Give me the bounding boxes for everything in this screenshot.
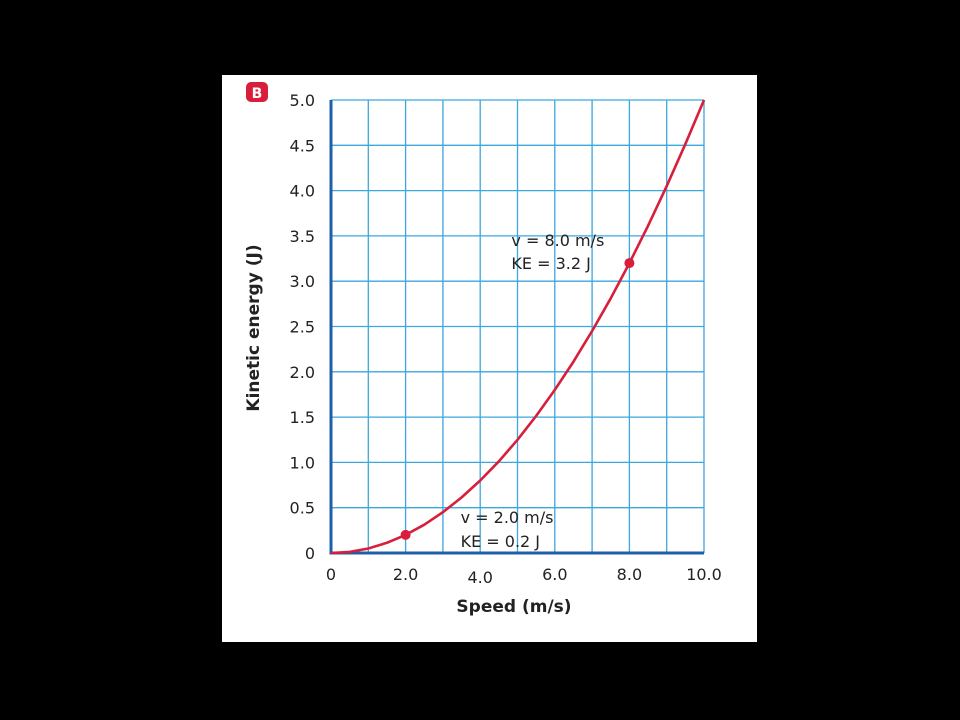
y-tick-label: 3.0 <box>290 272 315 291</box>
y-tick-label: 4.0 <box>290 182 315 201</box>
x-tick-label: 8.0 <box>617 565 642 584</box>
points-layer <box>400 258 635 540</box>
axes <box>329 100 704 555</box>
panel-badge-label: B <box>252 86 263 102</box>
panel-badge-box <box>246 82 268 102</box>
point-annotation-energy: KE = 3.2 J <box>511 254 590 273</box>
x-axis-title: Speed (m/s) <box>456 597 571 617</box>
data-point <box>400 529 411 540</box>
x-tick-label: 6.0 <box>542 565 567 584</box>
y-tick-label: 1.5 <box>290 408 315 427</box>
y-tick-label: 4.5 <box>290 136 315 155</box>
point-annotation-energy: KE = 0.2 J <box>461 532 540 551</box>
y-tick-label: 3.5 <box>290 227 315 246</box>
x-tick-label: 0 <box>326 565 336 584</box>
panel-badge: B <box>246 82 268 102</box>
x-tick-labels: 0 2.0 4.0 6.0 8.0 10.0 <box>326 565 722 587</box>
x-tick-label: 4.0 <box>467 568 492 587</box>
grid <box>330 99 705 554</box>
y-tick-label: 1.0 <box>290 453 315 472</box>
x-tick-label: 10.0 <box>686 565 722 584</box>
y-tick-label: 2.5 <box>290 318 315 337</box>
y-tick-label: 5.0 <box>290 91 315 110</box>
y-tick-label: 0.5 <box>290 499 315 518</box>
y-tick-label: 0 <box>305 544 315 563</box>
figure-panel: 0 0.5 1.0 1.5 2.0 2.5 3.0 3.5 4.0 4.5 5.0 0 2.0 4.0 6… <box>222 75 757 642</box>
kinetic-energy-chart: 0 0.5 1.0 1.5 2.0 2.5 3.0 3.5 4.0 4.5 5.0 0 2.0 4.0 6… <box>244 82 722 617</box>
x-tick-label: 2.0 <box>393 565 418 584</box>
y-tick-label: 2.0 <box>290 363 315 382</box>
point-annotation-speed: v = 2.0 m/s <box>461 508 554 527</box>
y-tick-labels: 0 0.5 1.0 1.5 2.0 2.5 3.0 3.5 4.0 4.5 5.0 <box>290 91 315 563</box>
kinetic-energy-curve <box>330 99 706 555</box>
data-point <box>624 258 635 269</box>
annotations: v = 2.0 m/s KE = 0.2 J v = 8.0 m/s KE = 3.2… <box>461 231 605 551</box>
y-axis-title: Kinetic energy (J) <box>244 244 264 411</box>
curve-layer <box>330 99 706 555</box>
point-annotation-speed: v = 8.0 m/s <box>511 231 604 250</box>
